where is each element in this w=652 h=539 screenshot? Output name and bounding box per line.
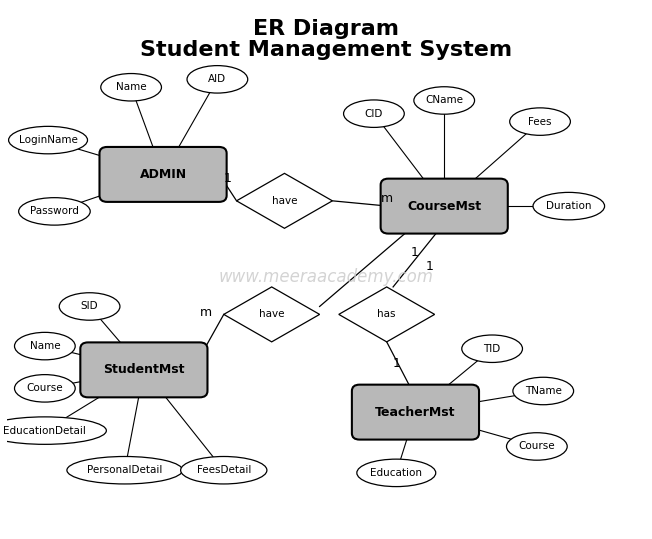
FancyBboxPatch shape <box>80 342 207 397</box>
Text: Password: Password <box>30 206 79 216</box>
Text: TID: TID <box>484 344 501 354</box>
Text: ER Diagram: ER Diagram <box>253 18 399 39</box>
Text: TName: TName <box>525 386 561 396</box>
Text: 1: 1 <box>426 260 434 273</box>
Ellipse shape <box>510 108 570 135</box>
Text: Course: Course <box>518 441 555 452</box>
Text: Course: Course <box>27 383 63 393</box>
Ellipse shape <box>344 100 404 127</box>
Text: SID: SID <box>81 301 98 312</box>
Ellipse shape <box>414 87 475 114</box>
Text: CID: CID <box>364 109 383 119</box>
Text: TeacherMst: TeacherMst <box>375 406 456 419</box>
Polygon shape <box>237 174 333 229</box>
Ellipse shape <box>357 459 436 487</box>
Ellipse shape <box>59 293 120 320</box>
Polygon shape <box>339 287 435 342</box>
Text: LoginName: LoginName <box>19 135 78 145</box>
Text: 1: 1 <box>410 246 418 259</box>
Text: m: m <box>381 192 393 205</box>
Ellipse shape <box>67 457 183 484</box>
Text: 1: 1 <box>393 357 400 370</box>
Ellipse shape <box>14 375 75 402</box>
Text: Fees: Fees <box>528 116 552 127</box>
Ellipse shape <box>8 126 87 154</box>
Ellipse shape <box>0 417 106 444</box>
Text: have: have <box>259 309 284 320</box>
FancyBboxPatch shape <box>352 385 479 440</box>
Text: StudentMst: StudentMst <box>103 363 185 376</box>
FancyBboxPatch shape <box>381 178 508 233</box>
Ellipse shape <box>181 457 267 484</box>
Text: EducationDetail: EducationDetail <box>3 426 86 436</box>
Text: has: has <box>378 309 396 320</box>
Text: AID: AID <box>209 74 226 84</box>
Text: Education: Education <box>370 468 422 478</box>
Ellipse shape <box>101 73 162 101</box>
Text: Name: Name <box>116 82 147 92</box>
Text: Duration: Duration <box>546 201 591 211</box>
Text: www.meeraacademy.com: www.meeraacademy.com <box>218 268 434 286</box>
Ellipse shape <box>533 192 604 220</box>
Ellipse shape <box>507 433 567 460</box>
Text: PersonalDetail: PersonalDetail <box>87 465 162 475</box>
Polygon shape <box>224 287 319 342</box>
Text: CName: CName <box>425 95 463 106</box>
Text: ADMIN: ADMIN <box>140 168 186 181</box>
Text: Student Management System: Student Management System <box>140 40 512 60</box>
Ellipse shape <box>462 335 522 362</box>
Ellipse shape <box>14 333 75 360</box>
Text: have: have <box>272 196 297 206</box>
Ellipse shape <box>513 377 574 405</box>
Text: FeesDetail: FeesDetail <box>197 465 251 475</box>
Ellipse shape <box>187 66 248 93</box>
Text: 1: 1 <box>224 172 231 185</box>
Text: m: m <box>200 306 212 319</box>
Ellipse shape <box>19 198 90 225</box>
Text: Name: Name <box>29 341 60 351</box>
FancyBboxPatch shape <box>100 147 227 202</box>
Text: CourseMst: CourseMst <box>407 199 481 212</box>
